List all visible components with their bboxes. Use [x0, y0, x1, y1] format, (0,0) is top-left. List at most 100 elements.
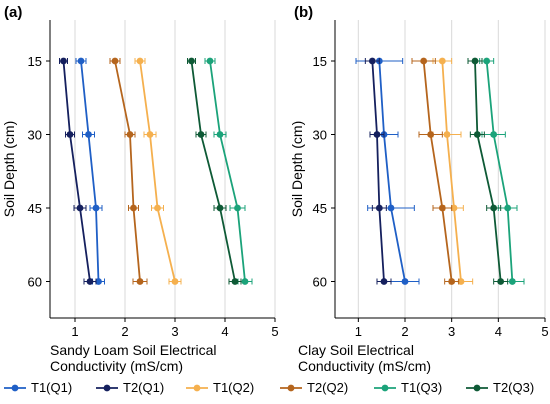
series-T2(Q3)	[467, 57, 509, 285]
data-point	[188, 57, 195, 65]
data-point	[66, 131, 74, 138]
data-point	[60, 57, 67, 65]
series-T1(Q3)	[204, 57, 253, 285]
data-point	[154, 204, 161, 212]
data-point	[497, 278, 505, 285]
data-point	[171, 278, 179, 285]
series-line	[139, 60, 176, 282]
legend-swatch-marker	[11, 384, 19, 392]
data-point	[216, 131, 224, 138]
data-point	[471, 57, 479, 65]
legend-entry: T1(Q2)	[186, 380, 254, 395]
data-point	[504, 204, 512, 212]
series-line	[441, 60, 462, 282]
data-point	[473, 131, 481, 138]
series-line	[80, 60, 100, 282]
legend-swatch-marker	[287, 384, 295, 392]
legend-label: T2(Q3)	[493, 380, 534, 395]
x-tick-label: 4	[221, 324, 228, 339]
data-point	[206, 57, 214, 65]
data-point	[490, 204, 498, 212]
series-T2(Q1)	[364, 57, 392, 285]
data-point	[86, 278, 94, 285]
series-T1(Q1)	[355, 57, 420, 285]
legend-swatch-marker	[473, 384, 481, 392]
x-tick-label: 5	[271, 324, 278, 339]
data-point	[146, 131, 154, 138]
legend-entry: T1(Q3)	[374, 380, 442, 395]
y-tick-label: 45	[313, 201, 327, 216]
y-tick-label: 15	[28, 54, 42, 69]
y-tick-label: 45	[28, 201, 42, 216]
data-point	[438, 57, 446, 65]
data-point	[77, 57, 85, 65]
data-point	[136, 57, 144, 65]
x-tick-label: 3	[171, 324, 178, 339]
data-point	[420, 57, 428, 65]
data-point	[216, 204, 224, 212]
y-tick-label: 60	[28, 275, 42, 290]
data-point	[401, 278, 409, 285]
x-axis-title-line: Conductivity (mS/cm)	[50, 358, 183, 374]
x-tick-label: 4	[495, 324, 502, 339]
series-T2(Q1)	[59, 57, 97, 285]
data-point	[380, 278, 388, 285]
data-point	[483, 57, 491, 65]
data-point	[387, 204, 395, 212]
x-tick-label: 2	[121, 324, 128, 339]
y-tick-label: 30	[313, 128, 327, 143]
x-tick-label: 5	[541, 324, 548, 339]
series-T2(Q2)	[109, 57, 148, 285]
data-point	[130, 204, 137, 212]
series-line	[485, 60, 514, 282]
series-T1(Q3)	[479, 57, 525, 285]
data-point	[92, 204, 100, 212]
x-axis-title-line: Clay Soil Electrical	[298, 342, 414, 358]
series-line	[62, 60, 91, 282]
legend-entry: T2(Q3)	[466, 380, 534, 395]
data-point	[490, 131, 498, 138]
legend-swatch-marker	[103, 384, 111, 392]
data-point	[136, 278, 144, 285]
data-point	[85, 131, 92, 138]
series-line	[422, 60, 453, 282]
y-tick-label: 15	[313, 54, 327, 69]
x-tick-label: 1	[71, 324, 78, 339]
legend-entry: T2(Q2)	[280, 380, 348, 395]
x-tick-label: 3	[448, 324, 455, 339]
series-T1(Q1)	[75, 57, 105, 285]
y-axis-title: Soil Depth (cm)	[1, 121, 17, 217]
data-point	[197, 131, 205, 138]
panel-label: (b)	[294, 4, 313, 21]
data-point	[231, 278, 239, 285]
data-point	[126, 131, 134, 138]
panel-label: (a)	[4, 4, 22, 21]
data-point	[111, 57, 119, 65]
data-point	[457, 278, 465, 285]
x-axis-title-line: Sandy Loam Soil Electrical	[50, 342, 217, 358]
series-T1(Q2)	[134, 57, 182, 285]
legend-label: T1(Q3)	[401, 380, 442, 395]
data-point	[368, 57, 376, 65]
legend-label: T1(Q1)	[31, 380, 72, 395]
legend-swatch-marker	[193, 384, 201, 392]
legend: T1(Q1) T2(Q1) T1(Q2) T2(Q2) T1(Q3) T2(Q3)	[4, 380, 534, 395]
series-line	[378, 60, 406, 282]
x-axis-title-line: Conductivity (mS/cm)	[298, 358, 431, 374]
data-point	[443, 131, 451, 138]
y-tick-label: 30	[28, 128, 42, 143]
data-point	[450, 204, 458, 212]
data-point	[76, 204, 84, 212]
x-tick-label: 2	[401, 324, 408, 339]
legend-label: T1(Q2)	[213, 380, 254, 395]
legend-label: T2(Q2)	[307, 380, 348, 395]
data-point	[241, 278, 249, 285]
y-tick-label: 60	[313, 275, 327, 290]
series-T2(Q2)	[411, 57, 460, 285]
legend-label: T2(Q1)	[123, 380, 164, 395]
series-line	[371, 60, 385, 282]
series-line	[190, 60, 236, 282]
data-point	[438, 204, 446, 212]
